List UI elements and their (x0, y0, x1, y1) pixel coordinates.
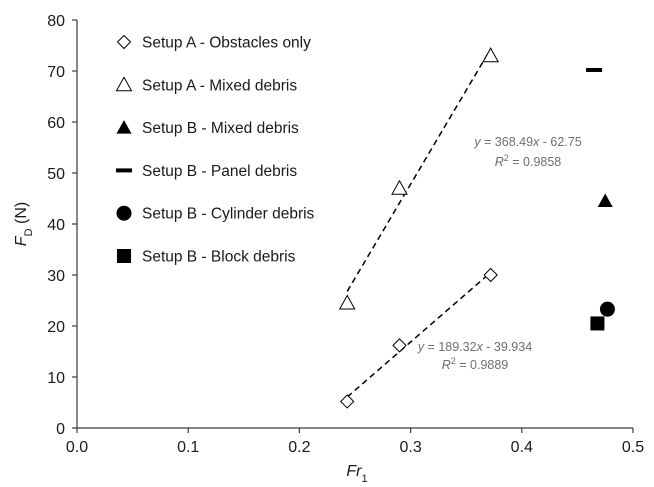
data-points-group (338, 47, 615, 409)
legend-label: Setup B - Mixed debris (142, 120, 299, 137)
trendline-r-squared: R2 = 0.9889 (442, 356, 509, 372)
legend-item: Setup B - Mixed debris (116, 120, 299, 137)
x-tick-label: 0.1 (177, 439, 199, 456)
trendline-r-squared: R2 = 0.9858 (495, 153, 562, 169)
data-point (599, 301, 615, 317)
x-tick-label: 0.3 (399, 439, 421, 456)
x-axis-title: Fr1 (346, 463, 367, 485)
trendline (346, 48, 492, 292)
legend-marker (115, 76, 133, 92)
legend-marker (116, 205, 132, 221)
y-tick-label: 40 (47, 217, 65, 234)
x-tick-label: 0.4 (511, 439, 533, 456)
trendlines-group (346, 48, 492, 398)
legend-label: Setup A - Mixed debris (142, 77, 297, 94)
legend: Setup A - Obstacles only Setup A - Mixed … (115, 34, 315, 266)
y-tick-label: 50 (47, 166, 65, 183)
data-point (590, 316, 605, 331)
legend-item: Setup B - Panel debris (116, 163, 297, 180)
data-point (483, 267, 498, 283)
x-tick-label: 0.0 (66, 439, 88, 456)
axes-group (72, 19, 634, 433)
trendline-equation: y = 189.32x - 39.934 (417, 340, 532, 354)
legend-label: Setup B - Cylinder debris (142, 206, 315, 223)
legend-label: Setup B - Block debris (142, 249, 296, 266)
legend-item: Setup B - Cylinder debris (116, 205, 315, 223)
y-axis-title: FD (N) (13, 202, 35, 246)
equations-group: y = 368.49x - 62.75 R2 = 0.9858 y = 189.32… (417, 135, 582, 372)
y-tick-label: 20 (47, 319, 65, 336)
legend-label: Setup A - Obstacles only (142, 35, 311, 52)
trendline-equation: y = 368.49x - 62.75 (473, 135, 581, 149)
y-tick-label: 60 (47, 115, 65, 132)
legend-item: Setup B - Block debris (117, 249, 296, 266)
axis-titles-group: Fr1 FD (N) (13, 202, 368, 485)
legend-marker (116, 120, 132, 134)
y-tick-label: 30 (47, 268, 65, 285)
y-tick-label: 70 (47, 64, 65, 81)
legend-item: Setup A - Mixed debris (115, 76, 297, 94)
legend-marker (116, 34, 132, 50)
data-point (391, 179, 408, 195)
data-point (340, 394, 355, 409)
legend-marker (117, 249, 131, 263)
data-point (586, 67, 603, 72)
data-point (482, 47, 500, 63)
y-tick-label: 10 (47, 370, 65, 387)
legend-marker (116, 168, 132, 173)
y-tick-label: 0 (56, 421, 65, 438)
trendline (346, 271, 492, 398)
legend-label: Setup B - Panel debris (142, 163, 297, 180)
data-point (392, 338, 407, 353)
legend-item: Setup A - Obstacles only (116, 34, 311, 52)
data-point (597, 193, 613, 208)
y-tick-label: 80 (47, 13, 65, 30)
x-tick-label: 0.2 (288, 439, 310, 456)
data-point (338, 294, 356, 310)
tick-labels-group: 0.0 0.1 0.2 0.3 0.4 0.5 0 10 20 30 40 50 60 70 80 (47, 13, 644, 456)
x-tick-label: 0.5 (622, 439, 644, 456)
